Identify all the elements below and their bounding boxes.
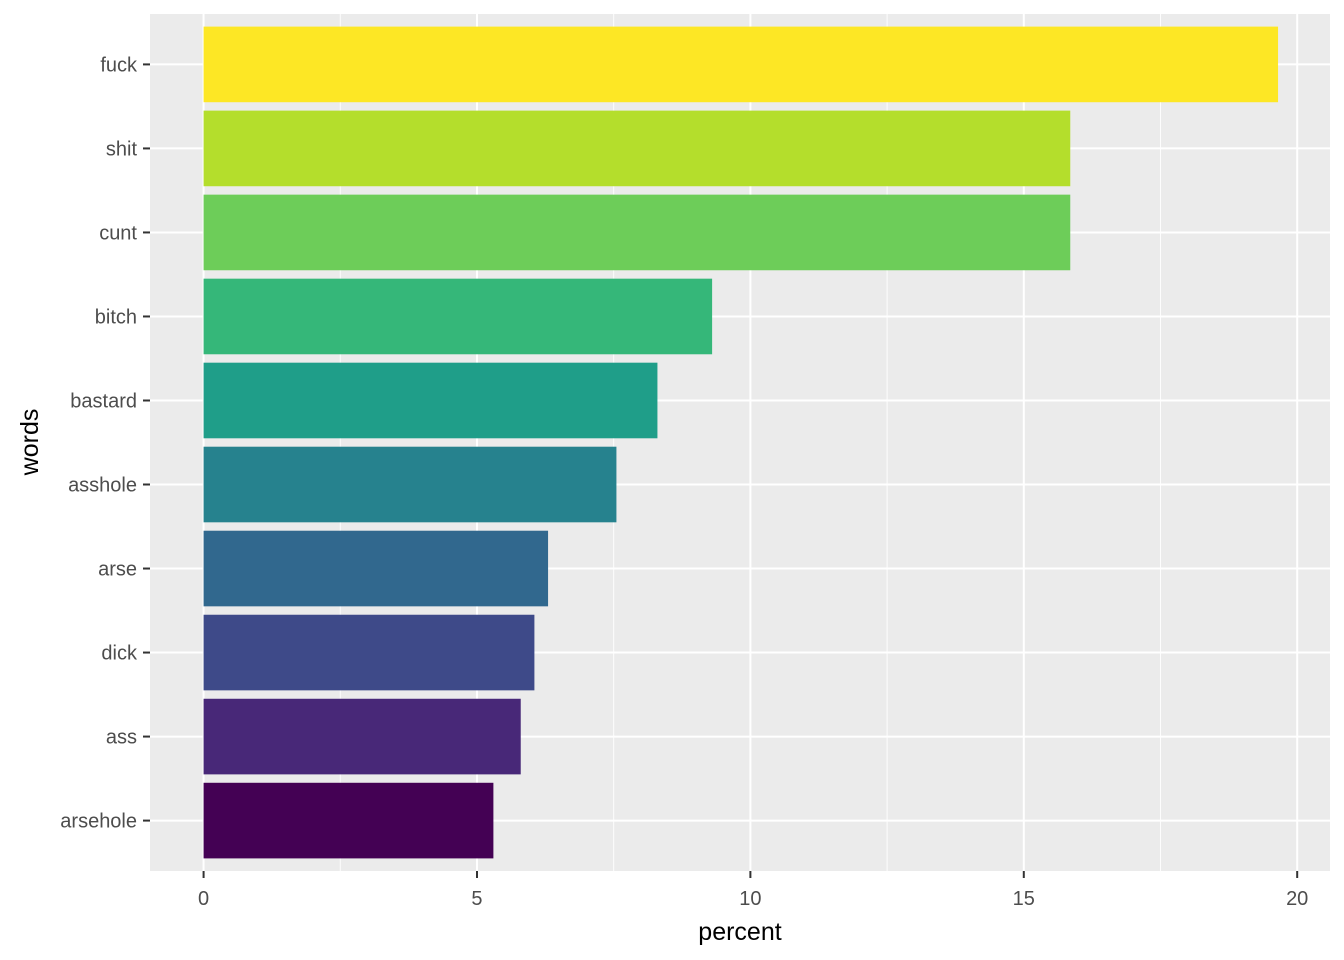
bars (203, 26, 1279, 859)
bar-fuck (203, 26, 1279, 103)
x-tick-label: 10 (739, 888, 761, 910)
x-tick-label: 0 (198, 888, 209, 910)
y-tick-label: fuck (100, 54, 138, 76)
x-axis-title: percent (698, 918, 781, 946)
y-tick-label: arsehole (60, 811, 137, 833)
y-tick-label: shit (106, 138, 138, 160)
bar-asshole (203, 446, 617, 523)
x-tick-label: 5 (471, 888, 482, 910)
bar-dick (203, 614, 535, 691)
y-tick-label: dick (101, 643, 138, 665)
bar-arse (203, 530, 549, 607)
y-axis: arsehole ass dick arse asshole bastard bitch cu… (60, 54, 150, 833)
y-tick-label: arse (98, 559, 137, 581)
y-tick-label: bitch (95, 306, 137, 328)
bar-cunt (203, 194, 1071, 271)
y-axis-title: words (16, 409, 44, 477)
y-tick-label: asshole (68, 475, 137, 497)
bar-shit (203, 110, 1071, 187)
x-tick-label: 20 (1286, 888, 1308, 910)
bar-arsehole (203, 782, 494, 859)
y-tick-label: bastard (70, 390, 137, 412)
bar-ass (203, 698, 521, 775)
x-axis: 0 5 10 15 20 (198, 871, 1308, 910)
bar-bastard (203, 362, 658, 439)
bar-bitch (203, 278, 713, 355)
y-tick-label: cunt (99, 222, 137, 244)
y-tick-label: ass (106, 727, 137, 749)
x-tick-label: 15 (1013, 888, 1035, 910)
